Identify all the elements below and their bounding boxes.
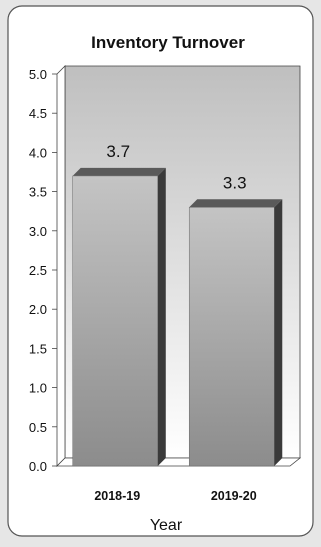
bar-top-face — [72, 167, 166, 176]
x-tick-label: 2019-20 — [211, 489, 257, 503]
bar-data-label: 3.7 — [106, 142, 130, 161]
y-tick-label: 0.5 — [29, 420, 47, 435]
y-tick-label: 2.5 — [29, 263, 47, 278]
bar-2018-19: 3.7 — [72, 142, 166, 467]
bar-series: 3.7 3.3 — [72, 142, 283, 467]
bar-front-face — [72, 175, 159, 467]
y-tick-label: 0.0 — [29, 459, 47, 474]
plot-side-wall — [56, 65, 66, 467]
bar-data-label: 3.3 — [223, 173, 247, 192]
x-axis: 2018-19 2019-20 — [94, 489, 256, 503]
y-tick-label: 3.0 — [29, 224, 47, 239]
x-axis-title: Year — [150, 517, 183, 534]
bar-side-face — [274, 199, 283, 466]
y-tick-label: 4.5 — [29, 106, 47, 121]
bar-2019-20: 3.3 — [188, 173, 283, 467]
y-tick-label: 2.0 — [29, 302, 47, 317]
y-tick-label: 5.0 — [29, 67, 47, 82]
bar-side-face — [157, 167, 166, 467]
y-tick-label: 1.0 — [29, 381, 47, 396]
y-tick-label: 1.5 — [29, 341, 47, 356]
chart-title: Inventory Turnover — [91, 33, 245, 52]
y-tick-label: 4.0 — [29, 145, 47, 160]
bar-top-face — [189, 199, 283, 208]
y-tick-label: 3.5 — [29, 185, 47, 200]
x-tick-label: 2018-19 — [94, 489, 140, 503]
bar-front-face — [188, 207, 275, 467]
y-axis: 0.0 0.5 1.0 1.5 2.0 2.5 3.0 3.5 4.0 4.5 5.0 — [29, 67, 57, 474]
